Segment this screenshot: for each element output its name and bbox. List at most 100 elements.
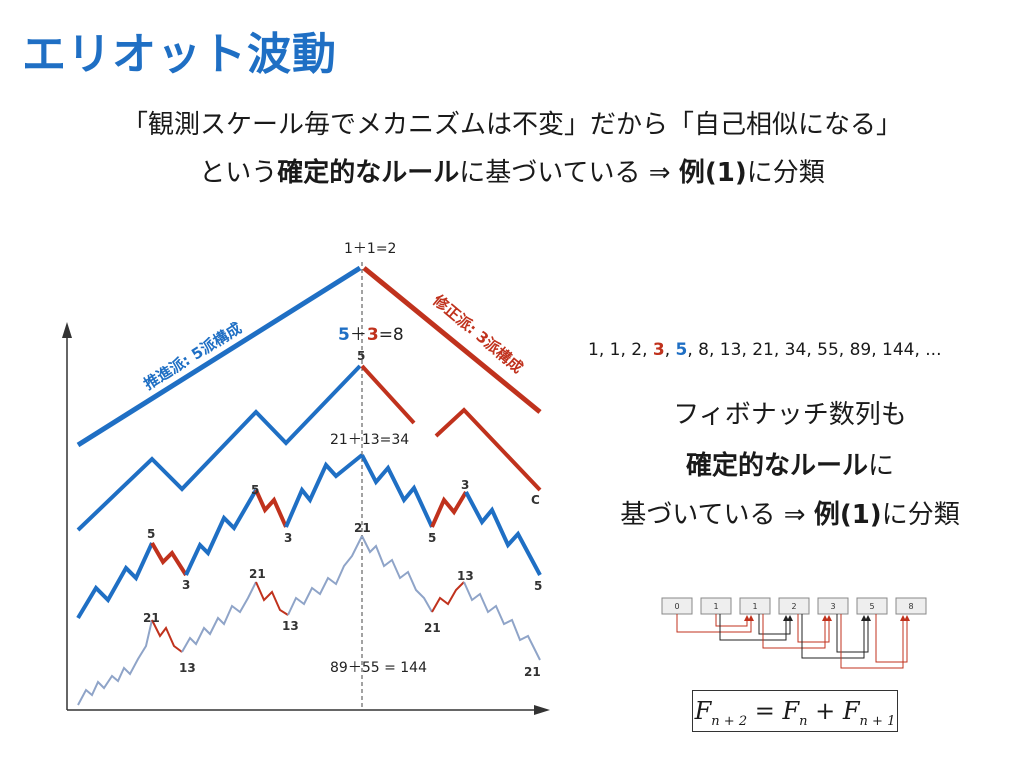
highlight-blue: 5 xyxy=(675,340,688,360)
sum-arrow xyxy=(758,614,791,635)
fibonacci-sequence: 1, 1, 2, 3, 5, 8, 13, 21, 34, 55, 89, 14… xyxy=(588,340,941,360)
wave-mark: 21 xyxy=(143,611,160,625)
corrective-line-level-1 xyxy=(362,266,542,414)
formula-operator: = xyxy=(747,697,783,725)
impulse-wave-level-3c xyxy=(284,453,364,528)
price-correction-level-4c xyxy=(431,581,465,613)
slide-title: エリオット波動 xyxy=(22,29,337,80)
arrowhead-icon xyxy=(744,615,750,621)
text-fragment: 基づいている ⇒ xyxy=(620,500,814,530)
price-wave-level-4a xyxy=(77,619,153,706)
arrowhead-icon xyxy=(822,615,828,621)
equation-89-55: 89＋55 = 144 xyxy=(330,660,427,676)
wave-mark: 5 xyxy=(251,483,259,497)
impulse-line-level-1 xyxy=(76,265,362,448)
wave-mark: 13 xyxy=(282,619,299,633)
x-axis-arrow-icon xyxy=(534,705,550,715)
arrowhead-icon xyxy=(861,615,867,621)
price-correction-level-4a xyxy=(151,619,183,653)
formula-subscript: n + 2 xyxy=(711,713,748,729)
formula-operator: + xyxy=(807,697,843,725)
wave-mark: 5 xyxy=(428,531,436,545)
right-text-line-1: フィボナッチ数列も xyxy=(673,400,907,430)
wave-mark: 5 xyxy=(147,527,155,541)
bold-fragment: 確定的なルール xyxy=(685,451,868,481)
seq-box-label: 3 xyxy=(830,602,835,611)
seq-box-label: 2 xyxy=(791,602,796,611)
wave-mark: 3 xyxy=(284,531,292,545)
right-text-line-2: 確定的なルールに xyxy=(585,445,995,482)
price-wave-level-4c xyxy=(287,535,363,616)
arrowhead-icon xyxy=(900,615,906,621)
text-fragment: に分類 xyxy=(881,500,960,530)
text-fragment: に分類 xyxy=(746,158,825,188)
seq-box-label: 0 xyxy=(674,602,679,611)
arrowhead-icon xyxy=(787,615,793,621)
text-fragment: に xyxy=(868,451,895,481)
sum-arrow xyxy=(875,614,908,663)
corrective-wave-level-3b xyxy=(254,489,288,528)
price-wave-level-4e xyxy=(463,581,541,661)
sum-arrow xyxy=(715,614,748,627)
elliott-wave-figure: 推進派: 5派構成 修正派: 3派構成 1＋1=2 5＋3=8 21＋13=34… xyxy=(62,241,550,715)
corrective-segment-level-2a xyxy=(360,364,416,425)
price-wave-level-4b xyxy=(181,581,257,653)
fibonacci-formula: Fn + 2 = Fn + Fn + 1 xyxy=(692,690,898,732)
seq-box xyxy=(817,597,849,615)
right-text-line-3: 基づいている ⇒ 例(1)に分類 xyxy=(585,494,995,531)
seq-box-label: 1 xyxy=(713,602,718,611)
impulse-wave-level-3b xyxy=(184,488,258,576)
y-axis-arrow-icon xyxy=(62,322,72,338)
formula-subscript: n + 1 xyxy=(859,713,896,729)
wave-mark: C xyxy=(531,493,540,507)
arrowhead-icon xyxy=(865,615,871,621)
wave-mark: 21 xyxy=(524,665,541,679)
corrective-wave-level-3a xyxy=(150,541,188,577)
impulse-wave-level-3e xyxy=(464,491,542,576)
arrowhead-icon xyxy=(904,615,910,621)
impulse-label: 推進派: 5派構成 xyxy=(141,319,245,393)
price-correction-level-4b xyxy=(255,581,289,616)
impulse-wave-level-3a xyxy=(76,542,154,620)
subtitle-line-2: という確定的なルールに基づいている ⇒ 例(1)に分類 xyxy=(0,152,1024,189)
wave-mark: 13 xyxy=(179,661,196,675)
impulse-wave-level-3d xyxy=(360,454,434,528)
bold-fragment: 例(1) xyxy=(678,158,747,188)
formula-term: F xyxy=(782,697,800,725)
wave-mark: 21 xyxy=(249,567,266,581)
seq-box-label: 8 xyxy=(908,602,913,611)
formula-term: F xyxy=(842,697,860,725)
equation-top: 1＋1=2 xyxy=(344,241,396,257)
text-fragment: という xyxy=(199,158,278,188)
sum-arrow xyxy=(801,614,865,659)
sum-arrow xyxy=(762,614,826,649)
formula-subscript: n xyxy=(799,713,808,729)
wave-mark: 5 xyxy=(357,349,365,363)
wave-mark: 5 xyxy=(534,579,542,593)
text-fragment: , 8, 13, 21, 34, 55, 89, 144, ... xyxy=(687,340,942,360)
equation-21-13: 21＋13=34 xyxy=(330,432,409,448)
wave-mark: 3 xyxy=(182,578,190,592)
highlight-red: 3 xyxy=(652,340,665,360)
arrowhead-icon xyxy=(826,615,832,621)
sum-arrow xyxy=(836,614,869,653)
text-fragment: , xyxy=(664,340,676,360)
impulse-wave-level-2 xyxy=(76,364,362,532)
seq-box-label: 1 xyxy=(752,602,757,611)
wave-mark: 13 xyxy=(457,569,474,583)
sum-arrow xyxy=(719,614,787,641)
price-wave-level-4d xyxy=(361,535,433,613)
text-fragment: 1, 1, 2, xyxy=(588,340,653,360)
wave-mark: 21 xyxy=(354,521,371,535)
corrective-segment-level-2b xyxy=(434,407,542,492)
sum-arrow xyxy=(797,614,830,643)
arrowhead-icon xyxy=(783,615,789,621)
seq-box-label: 5 xyxy=(869,602,874,611)
bold-fragment: 例(1) xyxy=(813,500,882,530)
seq-box xyxy=(739,597,771,615)
bold-fragment: 確定的なルール xyxy=(277,158,460,188)
text-fragment: に基づいている ⇒ xyxy=(459,158,679,188)
equation-5-3: 5＋3=8 xyxy=(338,325,404,345)
wave-mark: 21 xyxy=(424,621,441,635)
fibonacci-sum-diagram: 0 1 1 2 3 5 8 xyxy=(661,597,927,669)
